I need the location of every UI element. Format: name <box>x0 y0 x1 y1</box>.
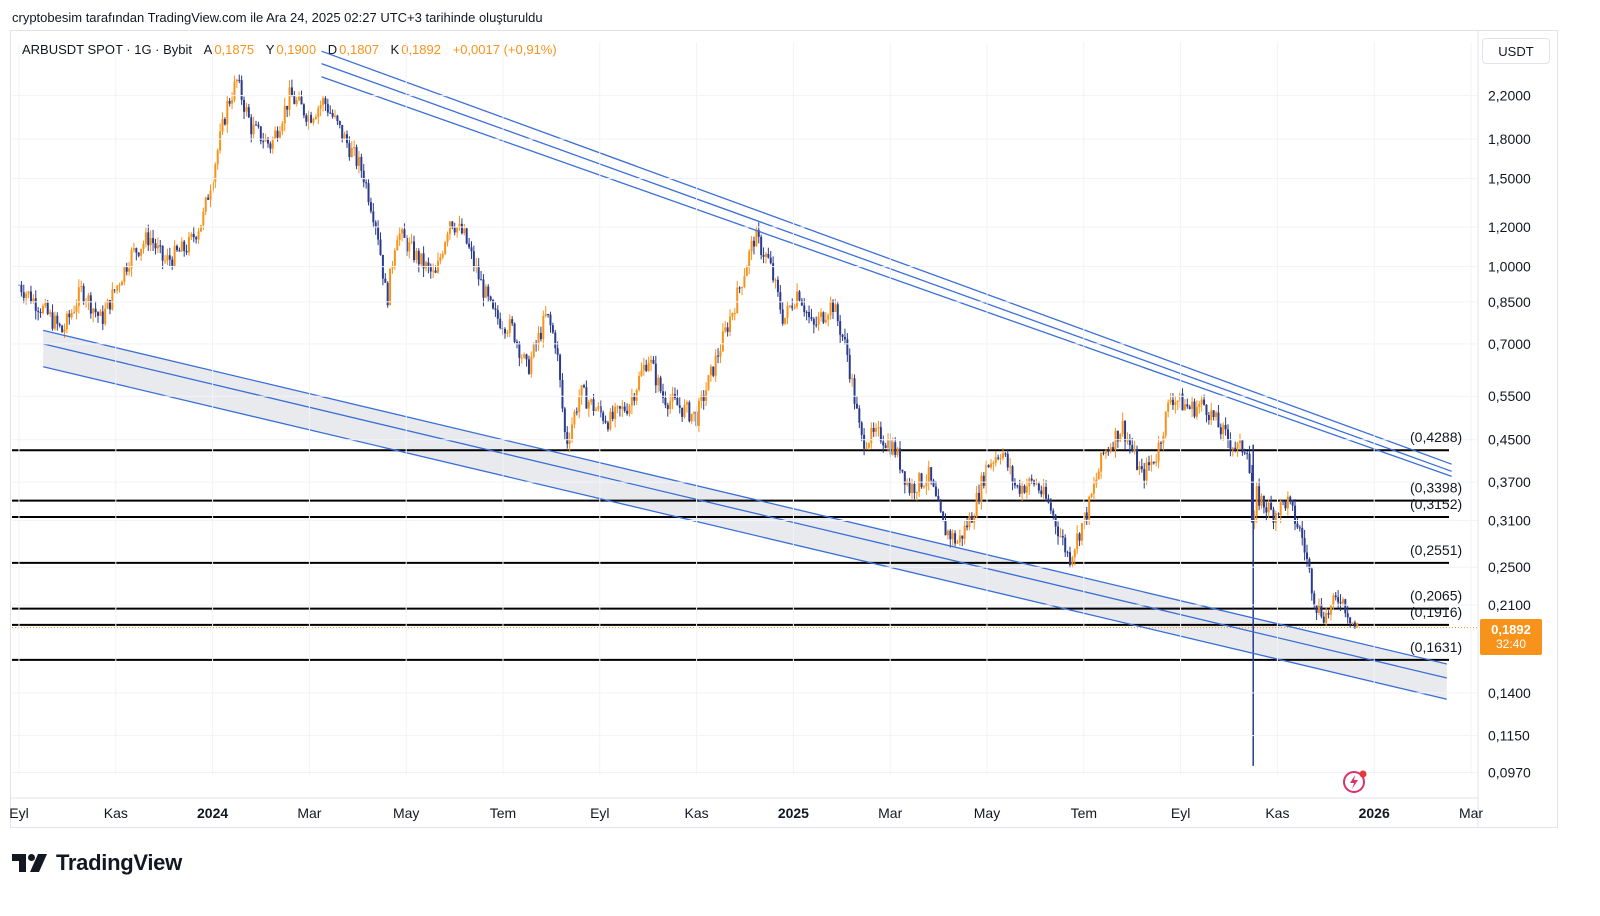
chart-credit: cryptobesim tarafından TradingView.com i… <box>12 10 543 25</box>
open-value: 0,1875 <box>214 42 255 57</box>
brand-logo[interactable]: TradingView <box>12 850 182 876</box>
low-value: 0,1807 <box>339 42 379 57</box>
open-label: A <box>203 42 213 57</box>
close-label: K <box>390 42 400 57</box>
last-price-badge: 0,1892 32:40 <box>1480 619 1542 655</box>
close-value: 0,1892 <box>401 42 441 57</box>
low-label: D <box>327 42 338 57</box>
chart-frame <box>10 30 1558 828</box>
currency-button[interactable]: USDT <box>1482 38 1550 64</box>
replay-icon[interactable] <box>1341 768 1369 796</box>
tradingview-logo-icon <box>12 854 47 872</box>
last-price-value: 0,1892 <box>1491 622 1531 637</box>
high-label: Y <box>265 42 275 57</box>
candle-countdown: 32:40 <box>1495 637 1527 651</box>
brand-name: TradingView <box>56 850 182 875</box>
high-value: 0,1900 <box>276 42 317 57</box>
symbol-name[interactable]: ARBUSDT SPOT · 1G · Bybit <box>22 42 193 57</box>
symbol-legend: ARBUSDT SPOT · 1G · Bybit A 0,1875 Y 0,190… <box>22 42 559 57</box>
change-value: +0,0017 (+0,91%) <box>452 42 557 57</box>
